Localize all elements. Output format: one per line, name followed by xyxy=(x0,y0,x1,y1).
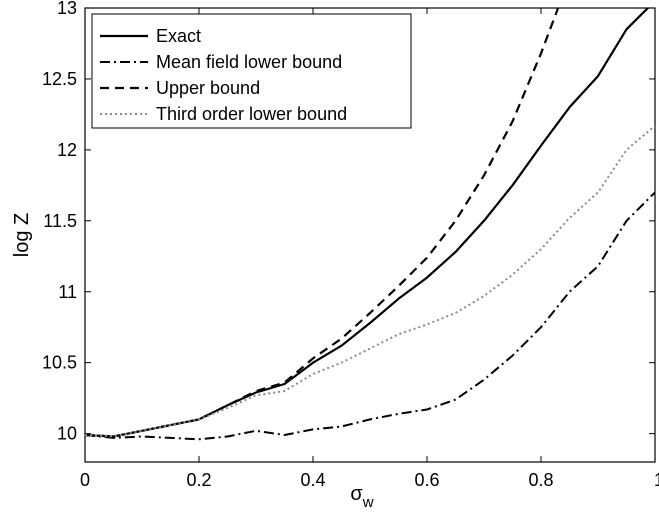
y-tick-label: 10.5 xyxy=(42,353,77,373)
x-tick-label-partial: 1 xyxy=(654,470,659,490)
series-line xyxy=(85,125,655,438)
x-tick-label: 0 xyxy=(80,470,90,490)
series-line xyxy=(85,191,655,441)
x-tick-label: 0.2 xyxy=(186,470,211,490)
x-tick-label: 0.6 xyxy=(414,470,439,490)
legend-label: Mean field lower bound xyxy=(156,52,342,72)
axis-tick-labels: 0 0.2 0.4 0.6 0.8 1 10 10.5 11 11.5 12 12.5 13 xyxy=(42,0,659,490)
y-tick-label: 10 xyxy=(57,424,77,444)
legend-label: Upper bound xyxy=(156,78,260,98)
x-axis-label: σw xyxy=(350,483,373,511)
y-axis-label: log Z xyxy=(11,213,33,257)
legend: Exact Mean field lower bound Upper bound Th… xyxy=(91,13,412,129)
x-axis-label-subscript: w xyxy=(362,494,374,511)
x-axis-label-main: σ xyxy=(350,483,363,505)
x-tick-label: 0.8 xyxy=(528,470,553,490)
y-tick-label: 13 xyxy=(57,0,77,18)
y-tick-label: 11.5 xyxy=(43,211,77,231)
y-tick-label: 12.5 xyxy=(42,69,77,89)
legend-box xyxy=(91,13,412,129)
plot-lines xyxy=(85,8,655,441)
legend-label: Exact xyxy=(156,26,201,46)
y-tick-label: 12 xyxy=(57,140,77,160)
axis-ticks xyxy=(84,7,655,462)
y-tick-label: 11 xyxy=(58,282,77,302)
legend-label: Third order lower bound xyxy=(156,104,347,124)
x-tick-label: 0.4 xyxy=(300,470,325,490)
